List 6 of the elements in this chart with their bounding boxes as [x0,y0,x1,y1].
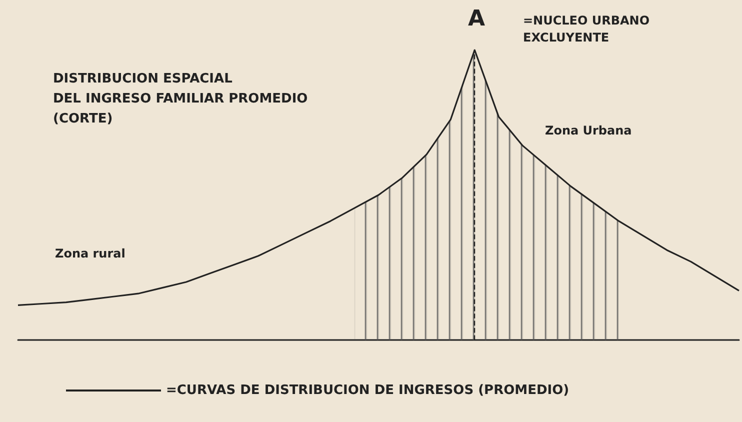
text: =CURVAS DE DISTRIBUCION DE INGRESOS (PROMEDIO) [166,383,570,398]
text: DISTRIBUCION ESPACIAL DEL INGRESO FAMILIAR PROMEDIO (CORTE) [53,72,308,126]
annotation: Zona Urbana [545,124,632,138]
annotation: Zona rural [55,246,126,260]
text: A [468,6,486,32]
text: =NUCLEO URBANO EXCLUYENTE [523,14,650,44]
